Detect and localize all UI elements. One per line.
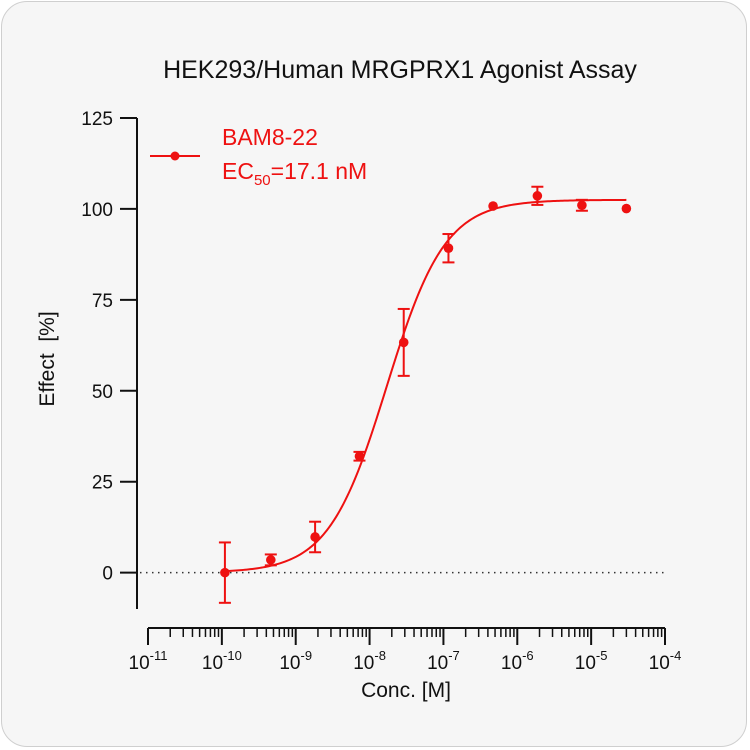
ec50-value: =17.1 nM xyxy=(271,158,368,184)
x-tick-base: 10 xyxy=(649,653,670,674)
y-tick-label-25: 25 xyxy=(92,473,113,494)
x-tick-label: 10-8 xyxy=(353,648,386,674)
x-tick-exponent: -4 xyxy=(670,648,682,663)
data-marker xyxy=(266,555,276,565)
x-tick-label: 10-4 xyxy=(649,648,682,674)
data-point-3 xyxy=(309,520,322,554)
legend-marker xyxy=(170,151,180,161)
x-tick-exponent: -5 xyxy=(596,648,608,663)
data-point-6 xyxy=(442,233,455,264)
y-tick-label-50: 50 xyxy=(92,382,113,403)
data-point-4 xyxy=(353,450,366,462)
x-tick-base: 10 xyxy=(202,653,223,674)
y-tick-label-0: 0 xyxy=(102,564,113,585)
data-point-10 xyxy=(621,203,632,214)
x-tick-exponent: -11 xyxy=(150,648,168,663)
x-tick-base: 10 xyxy=(129,653,150,674)
chart-title: HEK293/Human MRGPRX1 Agonist Assay xyxy=(163,56,637,84)
legend: BAM8-22 EC50=17.1 nM xyxy=(150,124,367,189)
data-point-9 xyxy=(575,198,588,212)
x-tick-base: 10 xyxy=(501,653,522,674)
y-tick-label-75: 75 xyxy=(92,291,113,312)
data-point-5 xyxy=(397,307,410,377)
x-tick-label: 10-7 xyxy=(427,648,460,674)
x-tick-exponent: -7 xyxy=(448,648,460,663)
x-axis-label: Conc. [M] xyxy=(361,679,451,702)
data-marker xyxy=(354,451,365,462)
legend-series-name: BAM8-22 xyxy=(222,124,318,150)
x-tick-base: 10 xyxy=(353,653,374,674)
data-marker xyxy=(310,532,320,542)
ec50-subscript: 50 xyxy=(254,172,271,189)
data-marker xyxy=(577,200,587,211)
data-marker xyxy=(621,203,632,214)
x-tick-exponent: -8 xyxy=(374,648,386,663)
data-marker xyxy=(398,337,409,348)
x-tick-label: 10-10 xyxy=(202,648,242,674)
data-marker xyxy=(488,201,498,211)
data-point-8 xyxy=(531,185,544,206)
x-tick-label: 10-9 xyxy=(279,648,312,674)
fit-curve xyxy=(224,198,627,573)
data-point-2 xyxy=(264,553,277,567)
y-axis: 0 25 50 75 100 125 xyxy=(81,109,138,609)
data-marker xyxy=(220,567,230,578)
x-tick-exponent: -9 xyxy=(301,648,313,663)
x-tick-exponent: -10 xyxy=(223,648,242,663)
ec50-prefix: EC xyxy=(222,158,254,184)
x-tick-base: 10 xyxy=(427,653,448,674)
y-axis-label: Effect [%] xyxy=(36,311,59,406)
legend-ec50-label: EC50=17.1 nM xyxy=(222,158,367,189)
series-bam8-22 xyxy=(218,185,632,604)
x-axis: 10-11 10-10 10-9 10-8 10-7 10-6 10-5 10-4 xyxy=(129,627,682,674)
data-marker xyxy=(532,191,543,201)
x-tick-label: 10-5 xyxy=(575,648,608,674)
x-tick-base: 10 xyxy=(279,653,300,674)
y-tick-label-100: 100 xyxy=(81,200,113,221)
y-tick-label-125: 125 xyxy=(81,109,113,130)
data-point-1 xyxy=(218,541,231,604)
x-tick-exponent: -6 xyxy=(522,648,534,663)
data-point-7 xyxy=(488,201,498,211)
x-tick-label: 10-6 xyxy=(501,648,534,674)
data-marker xyxy=(443,243,454,254)
x-tick-base: 10 xyxy=(575,653,596,674)
x-tick-label: 10-11 xyxy=(129,648,168,674)
